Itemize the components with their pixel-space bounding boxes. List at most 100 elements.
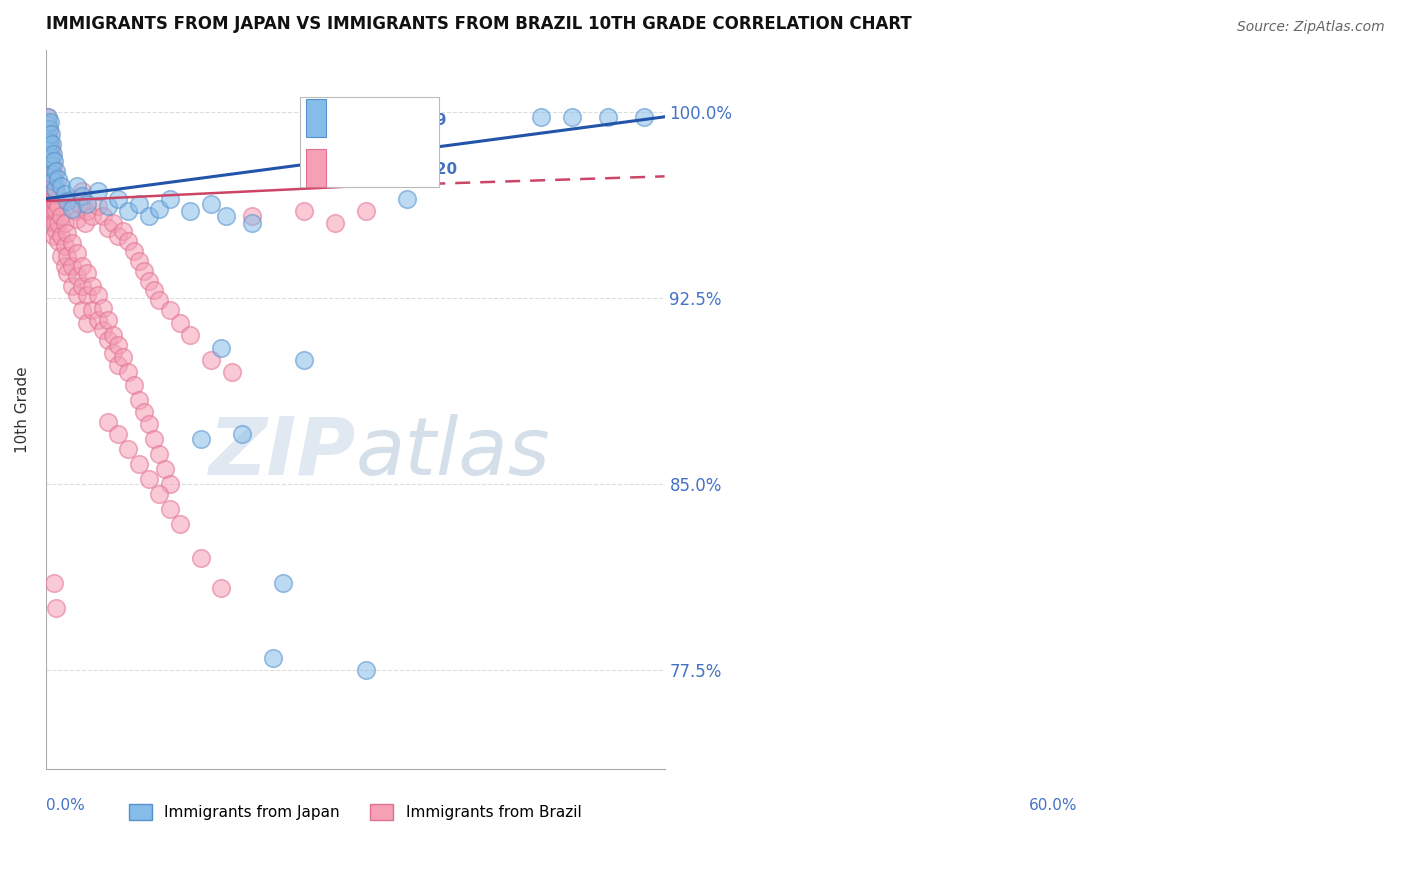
Point <box>221 365 243 379</box>
Point <box>143 284 166 298</box>
Point <box>138 472 160 486</box>
Point <box>200 196 222 211</box>
Point <box>55 266 77 280</box>
Point <box>128 392 150 407</box>
Point <box>41 209 63 223</box>
Point <box>39 204 62 219</box>
Point <box>38 135 60 149</box>
Point <box>39 174 62 188</box>
Point <box>323 217 346 231</box>
Point <box>169 516 191 531</box>
Point <box>97 415 120 429</box>
Point <box>292 353 315 368</box>
Point <box>45 601 67 615</box>
Point <box>117 204 139 219</box>
Point <box>35 139 58 153</box>
Point <box>44 184 66 198</box>
Point <box>112 224 135 238</box>
Point <box>97 313 120 327</box>
Point <box>561 110 583 124</box>
Text: atlas: atlas <box>356 414 550 491</box>
Point <box>354 663 377 677</box>
Point <box>39 160 62 174</box>
Point <box>66 268 89 283</box>
Point <box>55 194 77 209</box>
Point <box>42 217 65 231</box>
Point <box>53 239 76 253</box>
Point <box>44 154 66 169</box>
Point <box>91 323 114 337</box>
Point <box>66 179 89 194</box>
Point <box>91 301 114 315</box>
Point <box>35 117 58 131</box>
FancyBboxPatch shape <box>305 149 326 186</box>
Point <box>63 204 86 219</box>
Point <box>354 204 377 219</box>
Point <box>53 259 76 273</box>
Point <box>44 182 66 196</box>
Point <box>117 234 139 248</box>
Point <box>153 462 176 476</box>
Point <box>67 196 90 211</box>
Point <box>66 288 89 302</box>
Point <box>46 217 69 231</box>
Point <box>39 192 62 206</box>
Point <box>271 576 294 591</box>
Point <box>138 209 160 223</box>
Point <box>53 217 76 231</box>
Point <box>128 253 150 268</box>
Point <box>97 221 120 235</box>
Point <box>38 142 60 156</box>
Point <box>86 313 108 327</box>
Point <box>38 179 60 194</box>
Point <box>200 353 222 368</box>
Point <box>132 263 155 277</box>
Point <box>44 217 66 231</box>
Point <box>209 341 232 355</box>
Point <box>45 224 67 238</box>
Point <box>41 149 63 163</box>
Point <box>159 303 181 318</box>
Point <box>39 115 62 129</box>
Point <box>42 160 65 174</box>
Point <box>38 160 60 174</box>
Point <box>76 316 98 330</box>
Point <box>39 127 62 141</box>
Point <box>86 199 108 213</box>
Point <box>42 174 65 188</box>
Point <box>39 135 62 149</box>
Point <box>39 149 62 163</box>
Point <box>138 274 160 288</box>
Point <box>101 345 124 359</box>
Point <box>70 278 93 293</box>
Point <box>44 174 66 188</box>
Point <box>159 192 181 206</box>
Point <box>86 288 108 302</box>
Point <box>76 266 98 280</box>
Text: R =  0.024: R = 0.024 <box>330 162 412 178</box>
Point <box>44 228 66 243</box>
Point <box>215 209 238 223</box>
Point <box>76 288 98 302</box>
Point <box>70 303 93 318</box>
Point <box>97 333 120 347</box>
Point <box>169 316 191 330</box>
Point <box>82 303 104 318</box>
Point <box>633 110 655 124</box>
Point <box>148 293 170 308</box>
Point <box>395 192 418 206</box>
Point <box>530 110 553 124</box>
Point <box>66 211 89 226</box>
Text: N =  49: N = 49 <box>384 113 447 128</box>
Point <box>190 433 212 447</box>
Point <box>132 405 155 419</box>
Point <box>101 217 124 231</box>
Point <box>122 377 145 392</box>
Point <box>55 227 77 241</box>
Point <box>76 204 98 219</box>
FancyBboxPatch shape <box>299 96 439 186</box>
Text: Source: ZipAtlas.com: Source: ZipAtlas.com <box>1237 20 1385 34</box>
Text: N =  120: N = 120 <box>384 162 457 178</box>
Point <box>41 167 63 181</box>
Point <box>51 179 73 194</box>
